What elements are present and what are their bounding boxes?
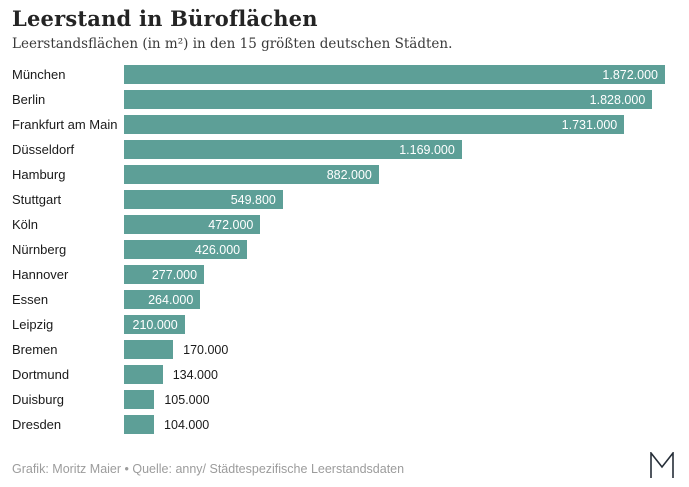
- bar-row: Hannover 277.000: [12, 262, 665, 287]
- bar-row: Berlin 1.828.000: [12, 87, 665, 112]
- bar-track: 170.000: [124, 340, 665, 359]
- value-label: 264.000: [148, 292, 194, 307]
- category-label: München: [12, 67, 66, 82]
- category-label: Hannover: [12, 267, 69, 282]
- bar-row: Essen 264.000: [12, 287, 665, 312]
- bar: 549.800: [124, 190, 283, 209]
- bar-track: 882.000: [124, 165, 665, 184]
- bar: 472.000: [124, 215, 261, 234]
- bar: 1.872.000: [124, 65, 665, 84]
- value-label: 472.000: [208, 217, 254, 232]
- value-label: 1.828.000: [589, 92, 646, 107]
- category-label: Leipzig: [12, 317, 54, 332]
- bar: 1.828.000: [124, 90, 653, 109]
- bar-track: 1.731.000: [124, 115, 665, 134]
- bar-track: 105.000: [124, 390, 665, 409]
- value-label: 1.872.000: [602, 67, 658, 82]
- bar-track: 472.000: [124, 215, 665, 234]
- value-label: 426.000: [194, 242, 241, 257]
- value-label: 104.000: [164, 417, 210, 432]
- bar-track: 210.000: [124, 315, 665, 334]
- bar-track: 1.169.000: [124, 140, 665, 159]
- page: Leerstand in Büroflächen Leerstandsfläch…: [12, 6, 665, 437]
- value-label: 210.000: [132, 317, 178, 332]
- category-label: Düsseldorf: [12, 142, 75, 157]
- value-label: 134.000: [172, 367, 218, 382]
- bar-row: Bremen 170.000: [12, 337, 665, 362]
- chart-subtitle: Leerstandsflächen (in m²) in den 15 größ…: [12, 36, 453, 52]
- bar-row: Dortmund 134.000: [12, 362, 665, 387]
- category-label: Dortmund: [12, 367, 70, 382]
- bar-row: Leipzig 210.000: [12, 312, 665, 337]
- bar: [124, 365, 163, 384]
- bar-track: 1.872.000: [124, 65, 665, 84]
- footer: Grafik: Moritz Maier • Quelle: anny/ Stä…: [12, 452, 675, 479]
- bar-track: 104.000: [124, 415, 665, 434]
- category-label: Nürnberg: [12, 242, 67, 257]
- logo-m-icon: [649, 452, 675, 479]
- bar-row: Köln 472.000: [12, 212, 665, 237]
- bar-track: 426.000: [124, 240, 665, 259]
- value-label: 549.800: [230, 192, 276, 207]
- value-label: 1.731.000: [561, 117, 618, 132]
- bar: 1.731.000: [124, 115, 625, 134]
- bar-row: Düsseldorf 1.169.000: [12, 137, 665, 162]
- bar-row: Hamburg 882.000: [12, 162, 665, 187]
- bar-track: 277.000: [124, 265, 665, 284]
- bar-row: Nürnberg 426.000: [12, 237, 665, 262]
- bar: 1.169.000: [124, 140, 462, 159]
- bar-chart: München 1.872.000 Berlin 1.828.000 Frankfurt…: [12, 62, 665, 437]
- category-label: Bremen: [12, 342, 58, 357]
- category-label: Stuttgart: [12, 192, 62, 207]
- chart-title: Leerstand in Büroflächen: [12, 6, 318, 31]
- bar-row: Dresden 104.000: [12, 412, 665, 437]
- bar: 264.000: [124, 290, 201, 309]
- bar-rows: München 1.872.000 Berlin 1.828.000 Frankfurt…: [12, 62, 665, 437]
- category-label: Hamburg: [12, 167, 66, 182]
- bar-row: Stuttgart 549.800: [12, 187, 665, 212]
- bar-track: 134.000: [124, 365, 665, 384]
- bar-row: Duisburg 105.000: [12, 387, 665, 412]
- category-label: Frankfurt am Main: [12, 117, 118, 132]
- category-label: Berlin: [12, 92, 46, 107]
- category-label: Dresden: [12, 417, 62, 432]
- bar: 882.000: [124, 165, 379, 184]
- bar-track: 549.800: [124, 190, 665, 209]
- bar-track: 1.828.000: [124, 90, 665, 109]
- bar: 277.000: [124, 265, 205, 284]
- category-label: Duisburg: [12, 392, 65, 407]
- value-label: 170.000: [183, 342, 229, 357]
- bar: 210.000: [124, 315, 185, 334]
- value-label: 1.169.000: [399, 142, 455, 157]
- bar: [124, 415, 155, 434]
- value-label: 882.000: [326, 167, 372, 182]
- bar-row: Frankfurt am Main 1.731.000: [12, 112, 665, 137]
- category-label: Essen: [12, 292, 49, 307]
- bar: 426.000: [124, 240, 248, 259]
- bar: [124, 390, 155, 409]
- value-label: 105.000: [164, 392, 210, 407]
- bar: [124, 340, 174, 359]
- category-label: Köln: [12, 217, 39, 232]
- credit-line: Grafik: Moritz Maier • Quelle: anny/ Stä…: [12, 462, 405, 476]
- value-label: 277.000: [151, 267, 198, 282]
- bar-row: München 1.872.000: [12, 62, 665, 87]
- bar-track: 264.000: [124, 290, 665, 309]
